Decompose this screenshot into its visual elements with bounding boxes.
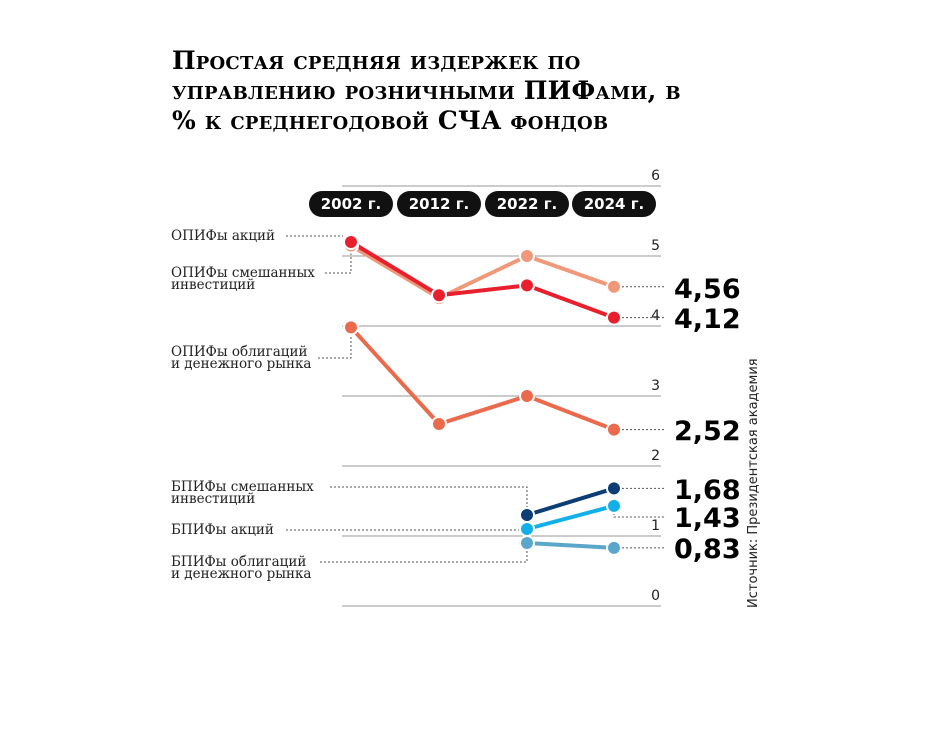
source-note: Источник: Президентская академия (746, 358, 761, 608)
end-value-label: 4,56 (674, 274, 741, 305)
data-point (519, 277, 535, 294)
data-point (606, 421, 622, 438)
series-line (349, 325, 616, 432)
x-tick-label: 2012 г. (409, 195, 470, 213)
x-tick-label: 2024 г. (584, 195, 645, 213)
label-leader (325, 252, 352, 274)
series-label: БПИФы акций (171, 522, 274, 538)
y-tick-label: 3 (651, 378, 660, 394)
end-value-label: 2,52 (674, 416, 741, 447)
series-line (525, 486, 616, 517)
y-tick-label: 2 (651, 448, 660, 464)
data-point (343, 234, 359, 250)
y-tick-label: 4 (651, 308, 660, 324)
end-value-label: 0,83 (674, 534, 741, 565)
series-line (525, 541, 616, 550)
series-line (525, 503, 616, 531)
chart-title: Простая средняя издержек по управлению р… (172, 46, 681, 135)
series-label: ОПИФы облигаций (171, 344, 307, 360)
y-tick-label: 6 (651, 168, 660, 184)
end-value-label: 1,68 (674, 475, 741, 506)
x-axis-year-pills: 2002 г. 2012 г. 2022 г. 2024 г. (309, 191, 656, 217)
label-leader (320, 550, 528, 563)
series-label: инвестиций (171, 491, 255, 507)
y-tick-label: 5 (651, 238, 660, 254)
data-point (519, 521, 535, 537)
value-leader (613, 512, 666, 518)
end-value-label: 1,43 (674, 503, 741, 534)
series-label: БПИФы облигаций (171, 554, 306, 570)
x-tick-label: 2022 г. (497, 195, 558, 213)
data-point (519, 535, 535, 551)
series-points (343, 234, 622, 556)
data-point (606, 278, 622, 295)
series-label: ОПИФы акций (171, 228, 275, 244)
data-point (606, 539, 622, 556)
data-point (606, 497, 622, 514)
year-pill (397, 191, 481, 217)
year-pill (485, 191, 569, 217)
y-tick-label: 1 (651, 518, 660, 534)
series-label: и денежного рынка (171, 356, 311, 372)
series-lines (349, 240, 616, 550)
data-point (431, 287, 447, 304)
year-pill (309, 191, 393, 217)
y-tick-label: 0 (651, 588, 660, 604)
label-leader-lines (286, 235, 666, 563)
data-point (343, 319, 359, 336)
grid-lines (342, 185, 661, 607)
data-point (606, 480, 622, 497)
y-axis-ticks: 0 1 2 3 4 5 6 (651, 168, 660, 604)
series-label: БПИФы смешанных (171, 479, 314, 495)
series-line (349, 240, 616, 320)
data-point (606, 309, 622, 326)
data-point (519, 388, 535, 404)
year-pill (572, 191, 656, 217)
label-leader (330, 486, 528, 508)
data-point (519, 248, 535, 264)
series-label: и денежного рынка (171, 566, 311, 582)
end-value-labels: 4,564,12 2,52 1,681,430,83 (674, 274, 741, 565)
data-point (431, 416, 447, 432)
label-leader (318, 334, 352, 359)
series-line (349, 243, 616, 300)
series-label: инвестиций (171, 277, 255, 293)
x-tick-label: 2002 г. (321, 195, 382, 213)
data-point (519, 507, 535, 523)
series-label: ОПИФы смешанных (171, 265, 315, 281)
end-value-label: 4,12 (674, 304, 741, 335)
